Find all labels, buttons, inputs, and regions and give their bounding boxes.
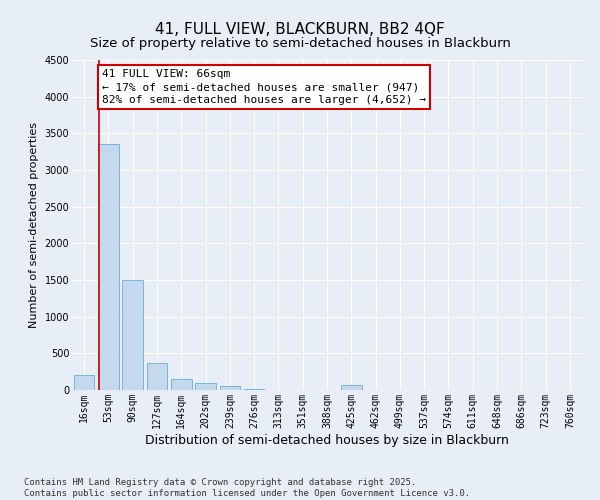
Text: 41, FULL VIEW, BLACKBURN, BB2 4QF: 41, FULL VIEW, BLACKBURN, BB2 4QF <box>155 22 445 38</box>
Bar <box>195 383 216 390</box>
Text: 41 FULL VIEW: 66sqm
← 17% of semi-detached houses are smaller (947)
82% of semi-: 41 FULL VIEW: 66sqm ← 17% of semi-detach… <box>103 69 427 105</box>
Bar <box>341 385 362 390</box>
Bar <box>122 280 143 390</box>
Text: Size of property relative to semi-detached houses in Blackburn: Size of property relative to semi-detach… <box>89 38 511 51</box>
Y-axis label: Number of semi-detached properties: Number of semi-detached properties <box>29 122 39 328</box>
Bar <box>171 379 191 390</box>
X-axis label: Distribution of semi-detached houses by size in Blackburn: Distribution of semi-detached houses by … <box>145 434 509 446</box>
Bar <box>74 376 94 390</box>
Text: Contains HM Land Registry data © Crown copyright and database right 2025.
Contai: Contains HM Land Registry data © Crown c… <box>24 478 470 498</box>
Bar <box>146 363 167 390</box>
Bar <box>98 144 119 390</box>
Bar <box>220 386 240 390</box>
